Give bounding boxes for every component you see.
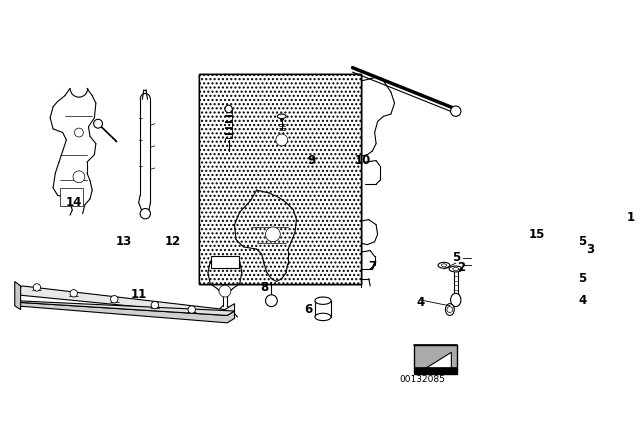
Text: 5: 5 xyxy=(579,235,587,248)
Circle shape xyxy=(276,134,287,146)
Circle shape xyxy=(93,119,102,128)
Text: 00132085: 00132085 xyxy=(399,375,445,384)
Ellipse shape xyxy=(445,304,454,315)
Bar xyxy=(415,345,457,375)
Bar xyxy=(199,73,362,284)
Polygon shape xyxy=(16,295,234,323)
Bar xyxy=(199,73,362,284)
Circle shape xyxy=(266,227,280,242)
Bar xyxy=(211,256,239,267)
Circle shape xyxy=(266,295,277,306)
Text: 13: 13 xyxy=(116,235,132,248)
Ellipse shape xyxy=(580,250,586,254)
Text: 7: 7 xyxy=(369,260,376,273)
Text: 4: 4 xyxy=(416,296,424,309)
Ellipse shape xyxy=(577,276,588,290)
Ellipse shape xyxy=(453,267,459,271)
Polygon shape xyxy=(418,352,451,373)
Circle shape xyxy=(73,171,85,183)
Circle shape xyxy=(219,285,231,297)
Ellipse shape xyxy=(438,263,450,268)
Ellipse shape xyxy=(566,281,577,287)
Ellipse shape xyxy=(315,297,331,304)
Circle shape xyxy=(74,128,83,137)
Ellipse shape xyxy=(566,246,577,252)
Ellipse shape xyxy=(277,114,286,119)
Bar xyxy=(199,73,362,284)
Text: 6: 6 xyxy=(304,303,312,316)
Circle shape xyxy=(573,303,580,309)
Circle shape xyxy=(451,106,461,116)
Ellipse shape xyxy=(576,249,589,255)
Ellipse shape xyxy=(569,282,574,285)
Circle shape xyxy=(70,290,77,297)
Polygon shape xyxy=(15,281,20,310)
Circle shape xyxy=(33,284,40,291)
Text: 1: 1 xyxy=(627,211,635,224)
Text: 9: 9 xyxy=(307,154,316,167)
Circle shape xyxy=(111,296,118,303)
Ellipse shape xyxy=(449,266,463,272)
Text: 5: 5 xyxy=(452,251,460,264)
Text: 3: 3 xyxy=(586,242,594,255)
Polygon shape xyxy=(16,301,234,315)
Circle shape xyxy=(140,208,150,219)
Bar xyxy=(60,188,83,206)
Text: 4: 4 xyxy=(579,294,587,307)
Circle shape xyxy=(151,302,159,309)
Text: 15: 15 xyxy=(529,228,545,241)
Text: 2: 2 xyxy=(457,261,465,274)
Ellipse shape xyxy=(315,313,331,321)
Ellipse shape xyxy=(569,248,574,250)
Text: 10: 10 xyxy=(355,154,371,167)
Ellipse shape xyxy=(442,264,447,267)
Bar xyxy=(415,367,457,375)
Text: 12: 12 xyxy=(165,235,181,248)
Polygon shape xyxy=(16,284,234,315)
Text: 5: 5 xyxy=(579,272,587,285)
Circle shape xyxy=(225,105,232,112)
Circle shape xyxy=(188,306,195,313)
Text: 8: 8 xyxy=(260,281,268,294)
Text: 14: 14 xyxy=(65,196,82,209)
Bar xyxy=(315,301,331,317)
Text: 11: 11 xyxy=(131,289,147,302)
Ellipse shape xyxy=(451,293,461,306)
Ellipse shape xyxy=(572,300,581,312)
Circle shape xyxy=(447,306,453,313)
